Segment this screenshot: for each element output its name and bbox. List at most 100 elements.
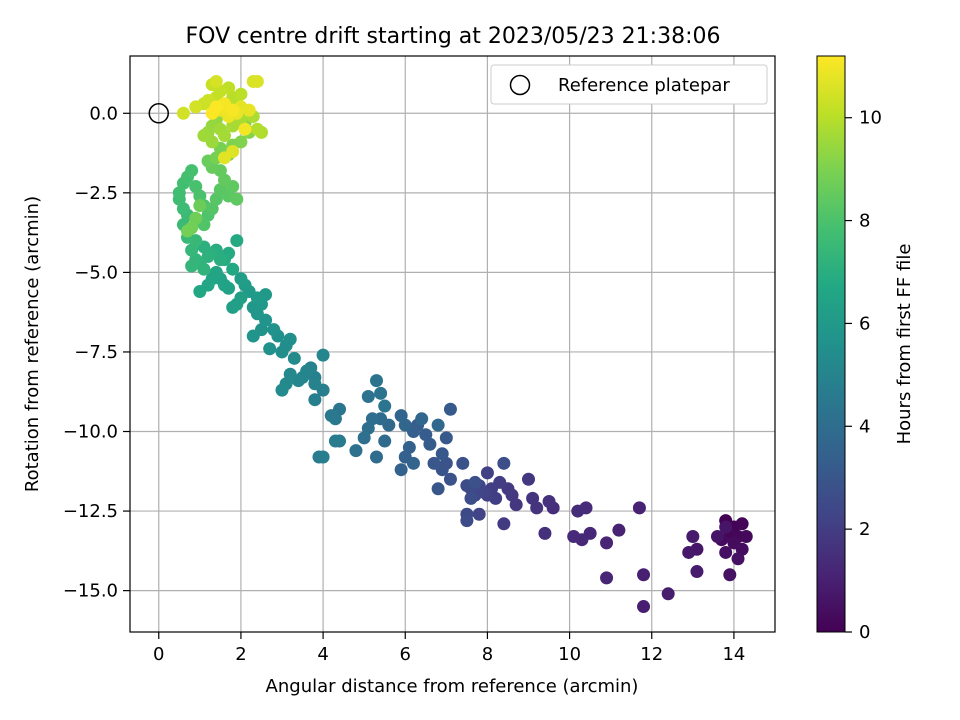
data-point [250,122,264,136]
y-tick-label: 0.0 [89,103,118,124]
reference-marker [148,103,170,124]
data-point [686,530,700,544]
legend-marker [509,74,531,96]
data-point [217,129,231,143]
data-point [439,431,453,445]
y-axis-label: Rotation from reference (arcmin) [22,196,43,492]
data-point [719,520,733,534]
data-point [197,262,211,276]
data-point [731,552,745,566]
data-point [378,399,392,413]
data-point [710,530,724,544]
data-point [275,383,289,397]
x-tick-label: 2 [235,644,246,665]
x-tick-label: 12 [640,644,663,665]
data-point [250,74,264,88]
data-point [571,504,585,518]
data-point [480,466,494,480]
x-tick-label: 8 [482,644,493,665]
colorbar-gradient [816,55,846,633]
data-point [230,234,244,248]
data-point [600,571,614,585]
data-point [661,587,675,601]
data-point [234,87,248,101]
data-point [193,199,207,213]
data-point [283,332,297,346]
data-point [526,491,540,505]
data-point [226,262,240,276]
data-point [394,463,408,477]
colorbar-label: Hours from first FF file [894,244,915,445]
data-point [176,106,190,120]
data-point [460,514,474,528]
data-point [431,418,445,432]
data-point [435,447,449,461]
colorbar-ticks: 0 2 4 6 8 10 [845,108,882,643]
data-point [406,456,420,470]
data-point [369,374,383,388]
data-point [181,224,195,238]
y-tick-label: −7.5 [74,342,118,363]
data-point [600,536,614,550]
plot-frame [129,55,776,633]
colorbar-tick-label: 10 [859,108,882,129]
data-point [637,568,651,582]
data-point [398,418,412,432]
data-point [567,530,581,544]
colorbar-tick-label: 2 [859,519,870,540]
data-point [472,507,486,521]
data-point [427,456,441,470]
colorbar-tick-label: 0 [859,622,870,643]
data-point [287,351,301,365]
data-point [217,151,231,165]
data-point [185,259,199,273]
data-point [357,431,371,445]
data-point [230,192,244,206]
data-point [308,377,322,391]
data-point [735,517,749,531]
data-point [230,297,244,311]
data-point [612,523,626,537]
data-point [226,103,240,117]
y-tick-label: −2.5 [74,183,118,204]
data-point [415,412,429,426]
grid [130,56,775,632]
data-point [464,491,478,505]
data-point [316,450,330,464]
x-axis: 0 2 4 6 8 10 12 14 [153,632,745,665]
data-point [234,135,248,149]
data-point [497,517,511,531]
colorbar-tick-label: 6 [859,313,870,334]
data-point [522,472,536,486]
x-tick-label: 0 [153,644,164,665]
colorbar-tick-label: 8 [859,211,870,232]
y-tick-label: −15.0 [63,581,118,602]
data-point [193,284,207,298]
colorbar-tick-label: 4 [859,416,870,437]
y-tick-label: −10.0 [63,422,118,443]
data-point [419,428,433,442]
data-point [431,482,445,496]
data-point [637,600,651,614]
legend-box [490,64,768,105]
colorbar: 0 2 4 6 8 10 Hours from first FF file [816,55,915,643]
data-point [542,495,556,509]
y-axis: 0.0 −2.5 −5.0 −7.5 −10.0 −12.5 −15.0 [63,103,130,602]
data-point [538,526,552,540]
legend: Reference platepar [490,64,768,105]
data-point [324,409,338,423]
y-tick-label: −12.5 [63,501,118,522]
data-point [739,530,753,544]
data-point [197,129,211,143]
data-point [374,386,388,400]
data-point [690,565,704,579]
data-point [246,329,260,343]
data-point [632,501,646,515]
x-tick-label: 4 [317,644,328,665]
chart-title: FOV centre drift starting at 2023/05/23 … [186,24,721,49]
data-point [378,434,392,448]
x-tick-label: 14 [722,644,745,665]
data-point [443,472,457,486]
data-points [172,74,753,614]
